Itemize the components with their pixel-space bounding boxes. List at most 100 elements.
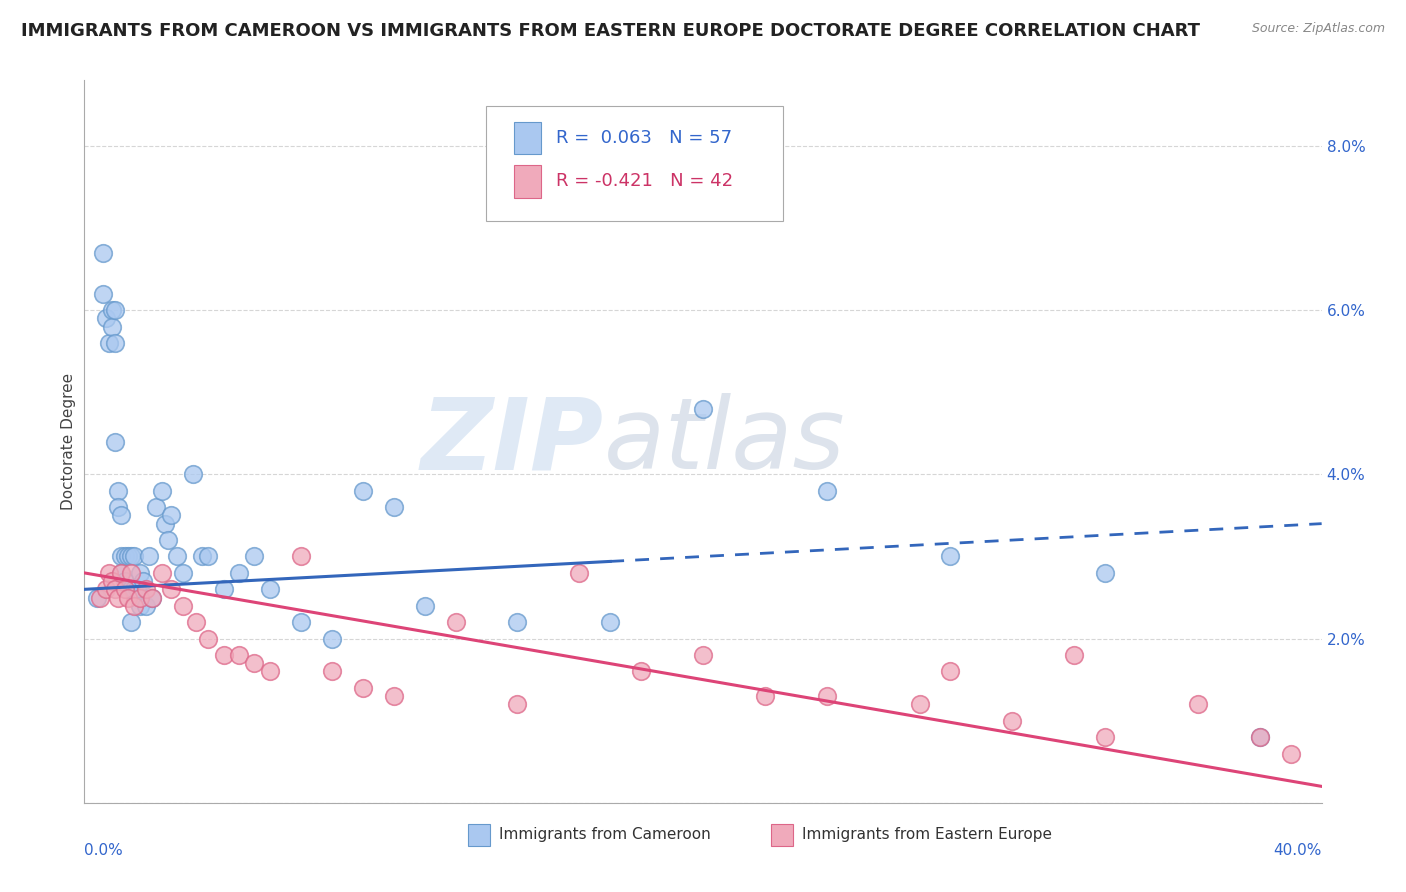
Point [110,549,132,564]
Point [290,549,312,564]
Point [120,582,142,597]
Point [94,311,117,326]
Point [138,549,160,564]
Point [104,434,127,449]
Point [1249,730,1271,744]
Y-axis label: Doctorate Degree: Doctorate Degree [60,373,76,510]
Point [382,689,405,703]
Point [110,508,132,523]
Point [129,599,152,613]
Point [599,615,621,630]
Point [243,549,266,564]
Point [1249,730,1271,744]
Point [259,665,281,679]
Point [692,401,714,416]
Point [1094,566,1116,580]
Point [104,582,127,597]
Point [1063,648,1085,662]
Point [259,582,281,597]
Point [114,574,136,588]
Point [150,566,173,580]
Bar [513,122,541,154]
Point [104,336,127,351]
Point [120,615,142,630]
Point [191,549,214,564]
Text: 40.0%: 40.0% [1274,843,1322,857]
Text: R = -0.421   N = 42: R = -0.421 N = 42 [555,172,733,190]
Point [184,615,207,630]
Point [908,698,931,712]
Point [197,632,219,646]
Point [352,483,374,498]
Point [692,648,714,662]
Point [1094,730,1116,744]
Text: Source: ZipAtlas.com: Source: ZipAtlas.com [1251,22,1385,36]
Text: 0.0%: 0.0% [84,843,124,857]
Text: atlas: atlas [605,393,845,490]
Point [939,665,962,679]
Point [197,549,219,564]
Point [104,303,127,318]
Point [120,566,142,580]
FancyBboxPatch shape [486,105,783,221]
Point [160,582,183,597]
Point [413,599,436,613]
Point [135,582,157,597]
Point [150,483,173,498]
Point [120,549,142,564]
Point [117,582,139,597]
Point [91,245,114,260]
Point [122,549,145,564]
Point [290,615,312,630]
Point [321,665,343,679]
Point [135,599,157,613]
Point [228,648,250,662]
Point [94,582,117,597]
Point [172,566,194,580]
Point [382,500,405,515]
Point [815,689,838,703]
Point [212,648,235,662]
Point [939,549,962,564]
Bar [770,824,793,847]
Text: Immigrants from Eastern Europe: Immigrants from Eastern Europe [801,827,1052,842]
Point [98,566,121,580]
Point [444,615,467,630]
Point [1001,714,1024,728]
Point [122,582,145,597]
Point [1279,747,1302,761]
Point [110,566,132,580]
Point [89,591,111,605]
Text: Immigrants from Cameroon: Immigrants from Cameroon [499,827,710,842]
Bar [468,824,491,847]
Point [141,591,163,605]
Point [243,657,266,671]
Point [107,483,129,498]
Point [145,500,167,515]
Text: IMMIGRANTS FROM CAMEROON VS IMMIGRANTS FROM EASTERN EUROPE DOCTORATE DEGREE CORR: IMMIGRANTS FROM CAMEROON VS IMMIGRANTS F… [21,22,1201,40]
Point [114,582,136,597]
Point [156,533,179,547]
Point [110,566,132,580]
Point [172,599,194,613]
Point [101,574,124,588]
Point [630,665,652,679]
Point [132,574,155,588]
Bar [513,165,541,198]
Text: ZIP: ZIP [420,393,605,490]
Text: R =  0.063   N = 57: R = 0.063 N = 57 [555,129,733,147]
Point [129,591,152,605]
Point [568,566,591,580]
Point [125,582,148,597]
Point [117,591,139,605]
Point [86,591,108,605]
Point [141,591,163,605]
Point [101,303,124,318]
Point [754,689,776,703]
Point [181,467,204,482]
Point [166,549,188,564]
Point [91,286,114,301]
Point [153,516,176,531]
Point [107,500,129,515]
Point [117,549,139,564]
